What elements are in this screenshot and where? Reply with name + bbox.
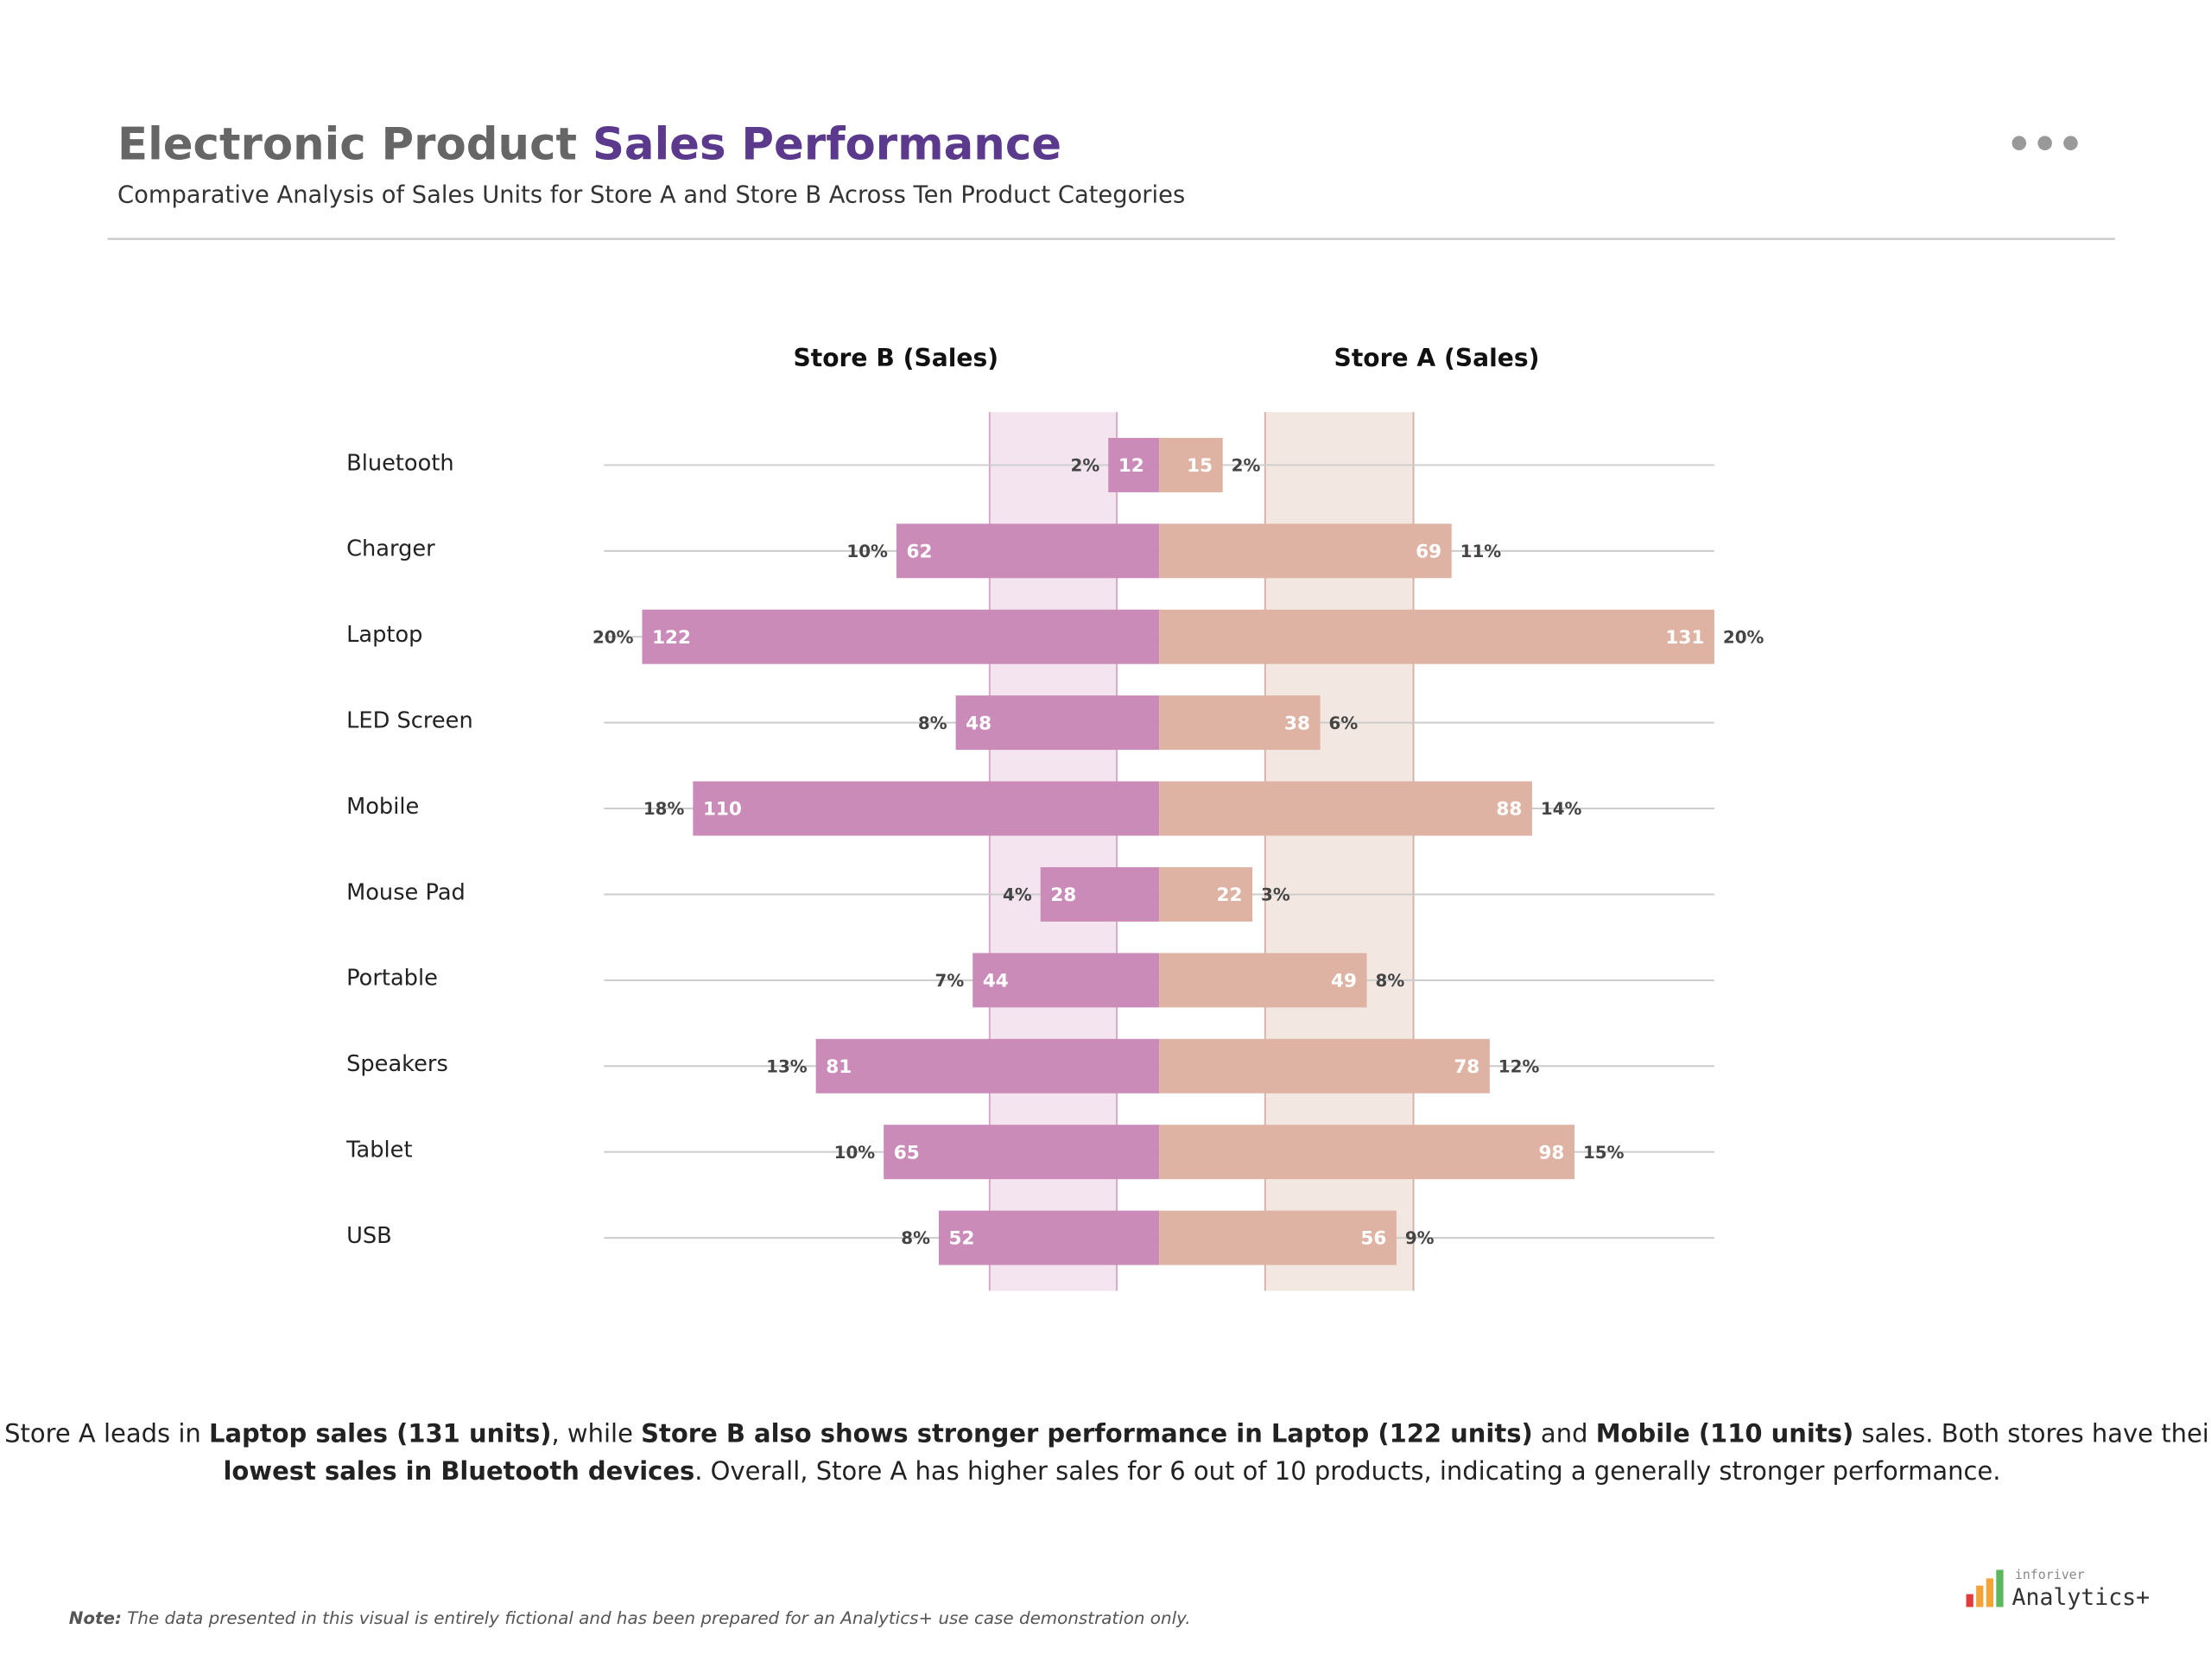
bar	[938, 1210, 1160, 1265]
bar	[642, 609, 1160, 664]
bar	[1159, 866, 1253, 922]
value-label: 131	[1665, 627, 1704, 649]
summary-segment: sales. Both stores have their	[1853, 1419, 2211, 1449]
category-label: Bluetooth	[346, 450, 454, 476]
share-label: 8%	[901, 1228, 930, 1248]
summary-segment: . Overall, Store A has higher sales for …	[694, 1456, 2000, 1486]
bar	[693, 781, 1160, 836]
bar	[896, 523, 1160, 579]
share-label: 2%	[1071, 456, 1100, 476]
summary-segment: Store A leads in	[4, 1419, 209, 1449]
brand: Analytics+	[2012, 1584, 2151, 1611]
note-label: Note:	[69, 1607, 122, 1627]
value-label: 52	[949, 1228, 975, 1250]
brand-small: inforiver	[2015, 1567, 2085, 1582]
bar	[1108, 437, 1160, 492]
note: Note: The data presented in this visual …	[69, 1607, 1191, 1627]
value-label: 12	[1118, 455, 1144, 477]
bar	[1159, 609, 1714, 664]
share-label: 10%	[834, 1143, 876, 1163]
bar	[1159, 437, 1223, 492]
share-label: 12%	[1498, 1056, 1540, 1076]
category-label: Speakers	[346, 1051, 448, 1077]
value-label: 44	[983, 971, 1009, 992]
category-label: LED Screen	[346, 707, 473, 733]
share-label: 20%	[592, 627, 634, 647]
summary-segment: and	[1533, 1419, 1596, 1449]
share-label: 2%	[1232, 456, 1261, 476]
share-label: 4%	[1003, 885, 1032, 905]
share-label: 14%	[1541, 799, 1582, 819]
category-label: Charger	[346, 536, 435, 562]
summary-segment: lowest sales in Bluetooth devices	[223, 1456, 694, 1486]
share-label: 8%	[918, 713, 947, 733]
value-label: 38	[1284, 713, 1310, 734]
summary-segment: , while	[552, 1419, 642, 1449]
bar	[1159, 523, 1452, 579]
share-label: 3%	[1261, 885, 1290, 905]
value-label: 81	[826, 1056, 852, 1078]
category-label: Mouse Pad	[346, 879, 466, 905]
value-label: 65	[894, 1142, 920, 1163]
bar	[1040, 866, 1160, 922]
bar	[1159, 1125, 1575, 1180]
bar	[815, 1038, 1160, 1094]
subtitle: Comparative Analysis of Sales Units for …	[117, 181, 1185, 208]
value-label: 22	[1217, 884, 1243, 906]
share-label: 9%	[1405, 1228, 1435, 1248]
summary-segment: Store B also shows stronger performance …	[641, 1419, 1533, 1449]
category-label: Tablet	[345, 1138, 412, 1163]
title-part: Electronic Product	[117, 119, 592, 171]
bar	[884, 1125, 1160, 1180]
bar	[1159, 781, 1532, 836]
title-part: Sales Performance	[592, 119, 1061, 171]
share-label: 13%	[766, 1056, 808, 1076]
value-label: 62	[906, 541, 932, 562]
value-label: 48	[966, 713, 991, 734]
share-label: 6%	[1329, 713, 1359, 733]
series-name: Store A (Sales)	[1334, 344, 1540, 372]
bar	[972, 953, 1160, 1008]
bar	[1159, 953, 1367, 1008]
share-label: 7%	[935, 971, 965, 991]
share-label: 15%	[1583, 1143, 1625, 1163]
share-label: 18%	[643, 799, 685, 819]
category-label: USB	[346, 1223, 392, 1249]
value-label: 28	[1050, 884, 1076, 906]
bar	[1159, 1038, 1490, 1094]
share-label: 11%	[1460, 542, 1502, 561]
more-menu[interactable]	[2011, 136, 2078, 150]
value-label: 78	[1454, 1056, 1479, 1078]
note-text: The data presented in this visual is ent…	[122, 1607, 1191, 1627]
title: Electronic Product Sales Performance	[117, 119, 1061, 171]
value-label: 69	[1416, 541, 1441, 562]
value-label: 56	[1360, 1228, 1386, 1250]
value-label: 15	[1187, 455, 1213, 477]
summary-segment: Mobile (110 units)	[1596, 1419, 1854, 1449]
value-label: 110	[703, 799, 742, 821]
value-label: 49	[1331, 971, 1357, 992]
value-label: 122	[652, 627, 691, 649]
summary-segment: Laptop sales (131 units)	[209, 1419, 552, 1449]
category-label: Portable	[346, 966, 438, 992]
logo: inforiver Analytics+	[1966, 1567, 2151, 1611]
category-label: Laptop	[346, 622, 422, 648]
value-label: 88	[1496, 799, 1522, 821]
bar	[1159, 1210, 1397, 1265]
category-label: Mobile	[346, 794, 419, 820]
share-label: 8%	[1376, 971, 1405, 991]
share-label: 20%	[1723, 627, 1764, 647]
value-label: 98	[1538, 1142, 1564, 1163]
summary: Store A leads in Laptop sales (131 units…	[4, 1419, 2211, 1486]
series-name: Store B (Sales)	[793, 344, 998, 372]
share-label: 10%	[846, 542, 888, 561]
bar	[955, 695, 1160, 751]
bar	[1159, 695, 1321, 751]
chart: Bluetooth Charger Laptop LED Screen Mobile Mo…	[345, 344, 1764, 1291]
